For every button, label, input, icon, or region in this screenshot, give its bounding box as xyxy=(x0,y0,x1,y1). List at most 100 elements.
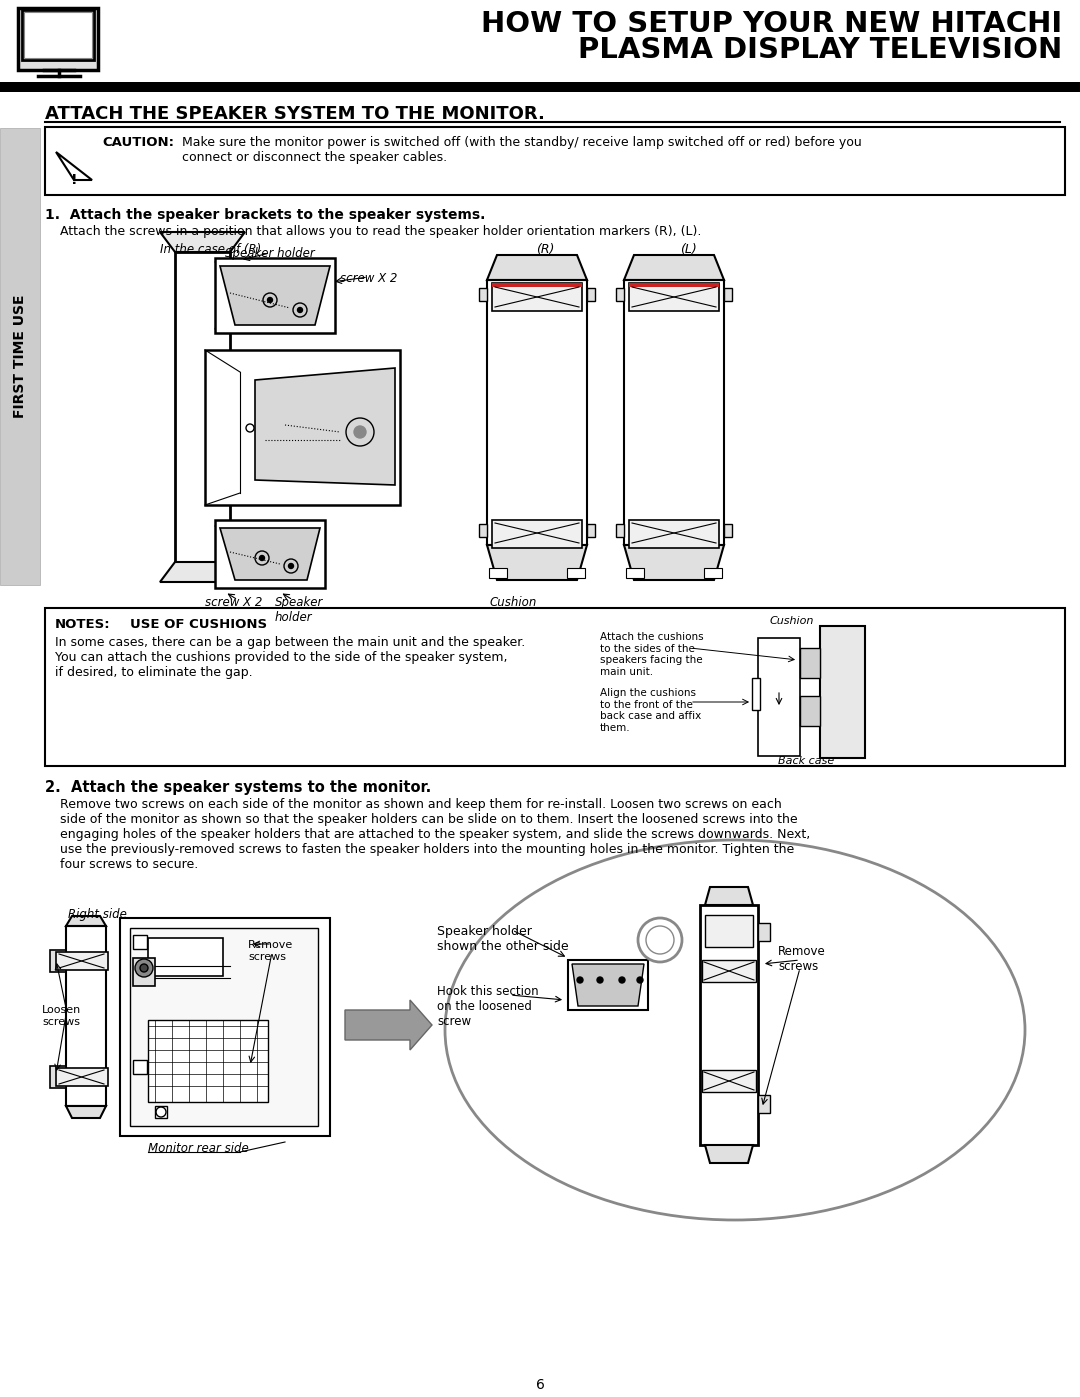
Bar xyxy=(567,569,585,578)
Bar xyxy=(588,524,595,536)
Polygon shape xyxy=(487,256,588,279)
Bar xyxy=(148,937,222,977)
Text: (L): (L) xyxy=(679,243,697,256)
Bar xyxy=(45,127,1065,196)
Polygon shape xyxy=(66,1106,106,1118)
Bar xyxy=(56,951,108,970)
Polygon shape xyxy=(160,562,245,583)
Polygon shape xyxy=(705,887,753,905)
Bar xyxy=(705,915,753,947)
Bar xyxy=(50,1066,66,1088)
Text: FIRST TIME USE: FIRST TIME USE xyxy=(13,295,27,418)
Bar xyxy=(702,960,756,982)
Text: Attach the screws in a position that allows you to read the speaker holder orien: Attach the screws in a position that all… xyxy=(60,225,701,237)
Text: Hook this section
on the loosened
screw: Hook this section on the loosened screw xyxy=(437,985,539,1028)
Bar xyxy=(629,284,719,312)
Bar xyxy=(624,279,724,545)
Bar xyxy=(752,678,760,710)
Text: Remove
screws: Remove screws xyxy=(778,944,826,972)
Circle shape xyxy=(140,964,148,972)
Text: In some cases, there can be a gap between the main unit and the speaker.
You can: In some cases, there can be a gap betwee… xyxy=(55,636,525,679)
Text: Remove two screws on each side of the monitor as shown and keep them for re-inst: Remove two screws on each side of the mo… xyxy=(60,798,810,870)
Polygon shape xyxy=(66,916,106,926)
Text: Loosen
screws: Loosen screws xyxy=(42,1004,81,1027)
Bar xyxy=(800,696,820,726)
Bar xyxy=(130,928,318,1126)
Bar xyxy=(22,10,94,60)
Bar xyxy=(487,279,588,545)
Ellipse shape xyxy=(445,840,1025,1220)
Polygon shape xyxy=(56,152,92,180)
Bar xyxy=(702,1070,756,1092)
Bar xyxy=(492,284,582,312)
Bar xyxy=(18,8,98,70)
Circle shape xyxy=(297,307,302,313)
Circle shape xyxy=(646,926,674,954)
Bar xyxy=(704,569,723,578)
Bar xyxy=(588,288,595,300)
Text: Speaker holder
shown the other side: Speaker holder shown the other side xyxy=(437,925,569,953)
Bar xyxy=(45,608,1065,766)
Text: ATTACH THE SPEAKER SYSTEM TO THE MONITOR.: ATTACH THE SPEAKER SYSTEM TO THE MONITOR… xyxy=(45,105,545,123)
Polygon shape xyxy=(220,265,330,326)
Text: Right side: Right side xyxy=(68,908,126,921)
Bar xyxy=(629,284,719,286)
Text: Speaker
holder: Speaker holder xyxy=(275,597,323,624)
Circle shape xyxy=(288,563,294,569)
Bar xyxy=(66,926,106,1106)
Circle shape xyxy=(619,977,625,983)
Bar xyxy=(492,284,582,286)
Bar xyxy=(148,1020,268,1102)
Text: screw X 2: screw X 2 xyxy=(205,597,262,609)
Bar xyxy=(492,520,582,548)
Bar xyxy=(205,351,400,504)
Text: HOW TO SETUP YOUR NEW HITACHI: HOW TO SETUP YOUR NEW HITACHI xyxy=(481,10,1062,38)
Bar xyxy=(724,288,732,300)
Bar xyxy=(629,520,719,548)
Bar xyxy=(758,1095,770,1113)
Bar xyxy=(820,626,865,759)
Text: USE OF CUSHIONS: USE OF CUSHIONS xyxy=(130,617,267,631)
Bar xyxy=(489,569,507,578)
Text: 6: 6 xyxy=(536,1377,544,1391)
Text: Attach the cushions
to the sides of the
speakers facing the
main unit.: Attach the cushions to the sides of the … xyxy=(600,631,704,676)
Bar xyxy=(175,251,230,562)
Text: 1.  Attach the speaker brackets to the speaker systems.: 1. Attach the speaker brackets to the sp… xyxy=(45,208,485,222)
Text: Align the cushions
to the front of the
back case and affix
them.: Align the cushions to the front of the b… xyxy=(600,687,701,733)
Circle shape xyxy=(577,977,583,983)
Text: 2.  Attach the speaker systems to the monitor.: 2. Attach the speaker systems to the mon… xyxy=(45,780,431,795)
Text: CAUTION:: CAUTION: xyxy=(102,136,174,149)
Circle shape xyxy=(637,977,643,983)
Text: Cushion: Cushion xyxy=(770,616,814,626)
Polygon shape xyxy=(255,367,395,485)
Bar xyxy=(758,638,800,756)
Bar xyxy=(215,258,335,332)
Bar xyxy=(50,950,66,972)
Polygon shape xyxy=(487,545,588,580)
Bar xyxy=(56,1067,108,1085)
Bar xyxy=(700,905,758,1146)
Bar xyxy=(758,923,770,942)
Text: Remove
screws: Remove screws xyxy=(248,940,294,961)
Text: NOTES:: NOTES: xyxy=(55,617,110,631)
Circle shape xyxy=(135,958,153,977)
Bar xyxy=(480,524,487,536)
Bar xyxy=(626,569,644,578)
Polygon shape xyxy=(624,256,724,279)
Circle shape xyxy=(268,298,272,303)
Bar xyxy=(133,935,147,949)
Text: In the case of (R): In the case of (R) xyxy=(160,243,261,256)
Bar xyxy=(215,520,325,588)
FancyArrow shape xyxy=(345,1000,432,1051)
Bar xyxy=(133,958,156,986)
Text: !: ! xyxy=(71,173,78,187)
Polygon shape xyxy=(705,1146,753,1162)
Bar xyxy=(0,82,1080,92)
Text: Monitor rear side: Monitor rear side xyxy=(148,1141,248,1155)
Bar xyxy=(616,524,624,536)
Polygon shape xyxy=(624,545,724,580)
Bar xyxy=(800,648,820,678)
Bar xyxy=(0,129,40,585)
Bar xyxy=(616,288,624,300)
Bar xyxy=(120,918,330,1136)
